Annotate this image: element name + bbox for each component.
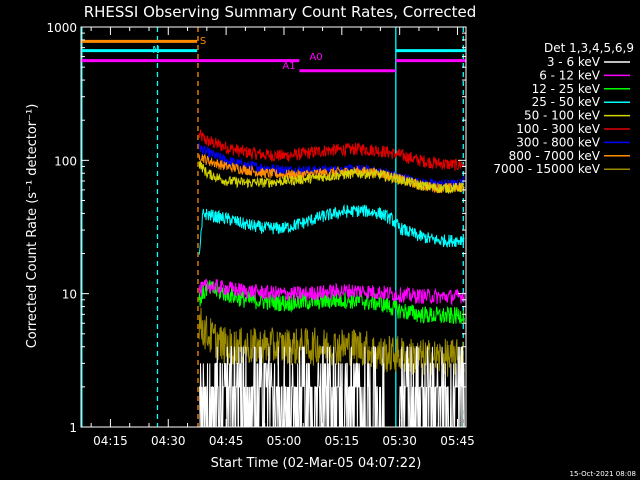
x-tick-label-2: 04:45: [209, 434, 244, 448]
legend-label-8: 7000 - 15000 keV: [493, 162, 600, 176]
x-tick-label-6: 05:45: [440, 434, 475, 448]
axes-group: 1 10 100 1000 04:15 04:30 04:45 05:00 05:15 05:30…: [46, 21, 474, 448]
series-line-5: [198, 280, 465, 325]
chart-title: RHESSI Observing Summary Count Rates, Co…: [84, 3, 477, 21]
legend-label-3: 25 - 50 keV: [532, 95, 601, 109]
series-line-3: [198, 160, 465, 195]
x-axis-label: Start Time (02-Mar-05 04:07:22): [211, 456, 422, 471]
y-tick-label-3: 1000: [46, 21, 77, 35]
series-line-4: [198, 204, 465, 255]
flag-bars-group: S N A1 A0: [81, 36, 466, 73]
y-tick-label-1: 10: [62, 288, 77, 302]
legend-label-5: 100 - 300 keV: [516, 122, 600, 136]
flag-label-1: N: [152, 45, 159, 56]
flag-label-3: A1: [282, 61, 295, 72]
legend-label-2: 12 - 25 keV: [532, 82, 601, 96]
flag-label-0: S: [200, 36, 206, 47]
vertical-lines-group: [81, 27, 464, 427]
x-tick-label-0: 04:15: [93, 434, 128, 448]
y-tick-label-2: 100: [54, 154, 77, 168]
y-tick-label-0: 1: [69, 421, 77, 435]
series-line-6: [198, 278, 465, 306]
x-tick-label-4: 05:15: [325, 434, 360, 448]
legend-label-1: 6 - 12 keV: [539, 68, 601, 82]
x-tick-label-1: 04:30: [151, 434, 186, 448]
legend-header: Det 1,3,4,5,6,9: [544, 41, 634, 55]
series-line-0: [198, 129, 465, 172]
flag-label-4: A0: [309, 52, 322, 63]
legend-label-0: 3 - 6 keV: [547, 55, 601, 69]
timestamp-label: 15-Oct-2021 08:08: [570, 470, 636, 478]
x-tick-label-5: 05:30: [382, 434, 417, 448]
plot-frame: [80, 26, 467, 428]
legend-label-7: 800 - 7000 keV: [509, 149, 601, 163]
y-axis-label: Corrected Count Rate (s⁻¹ detector⁻¹): [25, 104, 40, 349]
legend-label-4: 50 - 100 keV: [524, 109, 601, 123]
x-tick-label-3: 05:00: [267, 434, 302, 448]
legend-label-6: 300 - 800 keV: [516, 135, 600, 149]
